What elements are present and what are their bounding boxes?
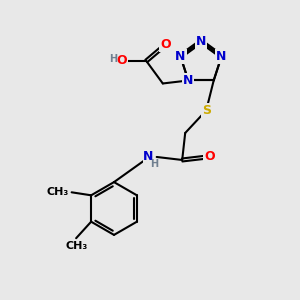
Text: H: H <box>109 55 117 64</box>
Text: O: O <box>116 55 127 68</box>
Text: N: N <box>196 35 206 48</box>
Text: N: N <box>143 151 154 164</box>
Text: S: S <box>202 104 211 117</box>
Text: N: N <box>175 50 186 63</box>
Text: N: N <box>216 50 227 63</box>
Text: O: O <box>160 38 171 51</box>
Text: H: H <box>150 160 158 170</box>
Text: CH₃: CH₃ <box>47 187 69 197</box>
Text: N: N <box>183 74 194 87</box>
Text: CH₃: CH₃ <box>65 241 87 250</box>
Text: O: O <box>204 151 214 164</box>
